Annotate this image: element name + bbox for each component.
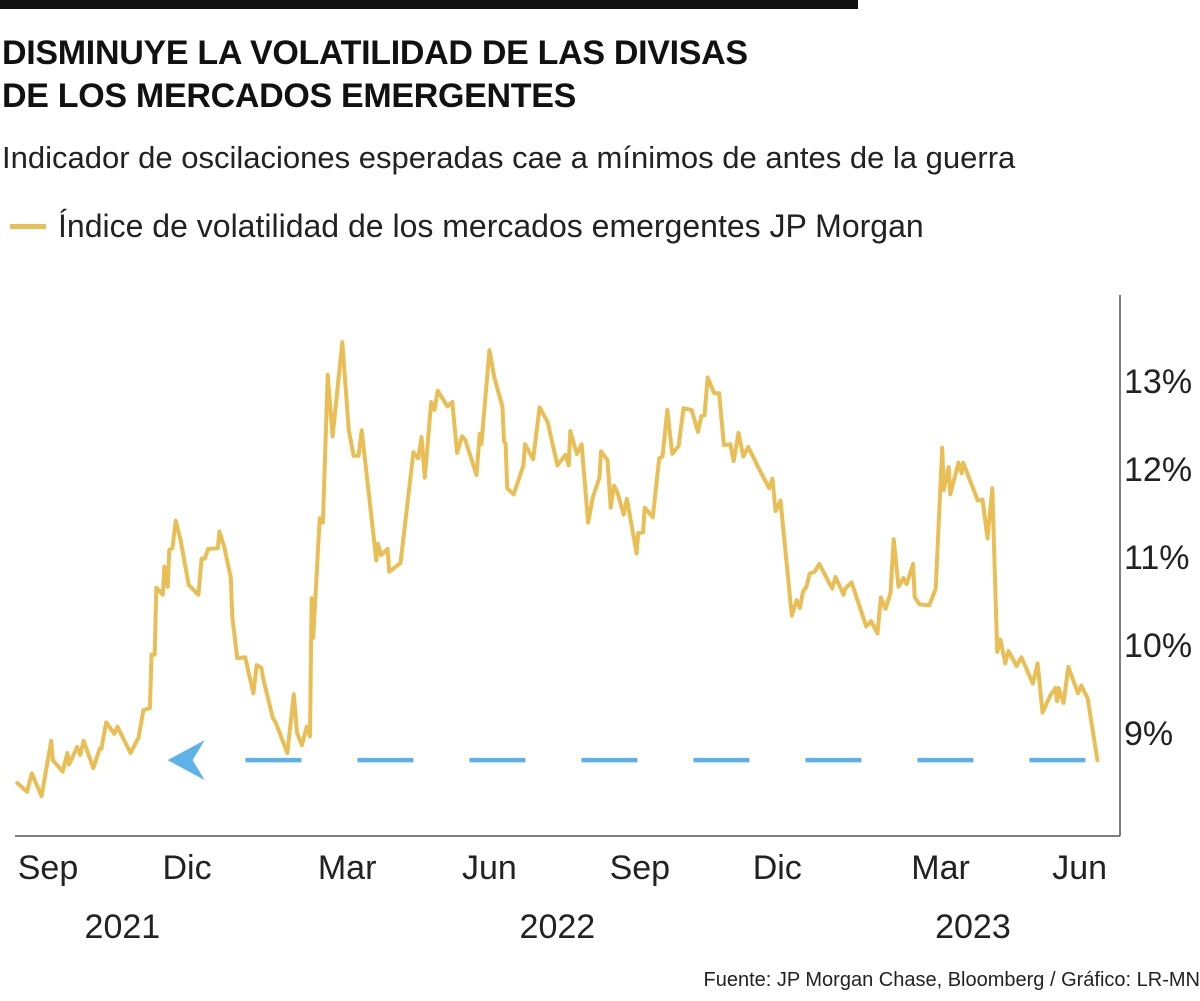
series-line — [15, 340, 1100, 799]
chart-subtitle: Indicador de oscilaciones esperadas cae … — [2, 140, 1016, 175]
year-label: 2021 — [85, 908, 161, 946]
year-label: 2023 — [935, 908, 1011, 946]
reference-annotation — [167, 740, 1086, 781]
title-line-2: DE LOS MERCADOS EMERGENTES — [2, 77, 577, 115]
y-tick-label: 10% — [1124, 627, 1192, 665]
legend-swatch — [10, 224, 46, 229]
x-tick-label: Dic — [753, 849, 802, 887]
x-tick-label: Jun — [1052, 849, 1107, 887]
axes — [15, 295, 1121, 837]
y-tick-label: 9% — [1124, 715, 1173, 753]
series-group — [15, 340, 1100, 799]
x-tick-label: Mar — [318, 849, 377, 887]
title-line-1: DISMINUYE LA VOLATILIDAD DE LAS DIVISAS — [2, 34, 748, 72]
legend-label: Índice de volatilidad de los mercados em… — [58, 208, 924, 244]
y-tick-label: 12% — [1124, 451, 1192, 489]
arrow-left-icon — [167, 740, 205, 781]
x-tick-label: Sep — [610, 849, 671, 887]
year-label: 2022 — [520, 908, 596, 946]
x-tick-label: Mar — [911, 849, 970, 887]
y-tick-label: 11% — [1124, 539, 1190, 577]
chart-title: DISMINUYE LA VOLATILIDAD DE LAS DIVISAS … — [2, 32, 748, 118]
top-rule — [0, 0, 858, 9]
source-note: Fuente: JP Morgan Chase, Bloomberg / Grá… — [703, 969, 1200, 991]
legend: Índice de volatilidad de los mercados em… — [10, 208, 924, 245]
tick-labels: 13%12%11%10%9%Sep Dic Mar Jun Sep Dic Mar Jun20… — [18, 363, 1192, 946]
x-tick-label: Jun — [462, 849, 517, 887]
y-tick-label: 13% — [1124, 363, 1192, 401]
x-tick-label: Sep — [18, 849, 79, 887]
x-tick-label: Dic — [163, 849, 212, 887]
